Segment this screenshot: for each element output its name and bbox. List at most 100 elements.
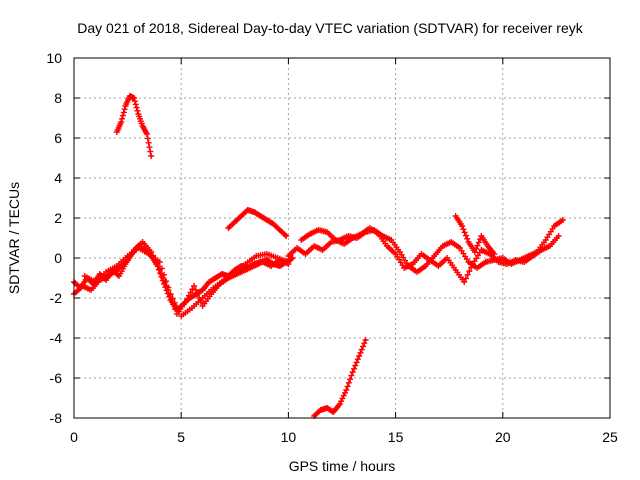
data-point-fill: [351, 365, 358, 372]
data-point-fill: [161, 271, 168, 278]
data-point-fill: [473, 245, 480, 252]
data-point-fill: [361, 340, 368, 347]
data-point-fill: [353, 359, 360, 366]
data-point-fill: [474, 242, 481, 249]
data-point-fill: [342, 389, 349, 396]
data-point-fill: [168, 296, 175, 303]
y-tick-label: -2: [50, 290, 63, 306]
data-point-fill: [347, 376, 354, 383]
plot-frame: [73, 57, 611, 419]
data-point-fill: [184, 295, 191, 302]
data-point: [336, 401, 343, 407]
data-point-fill: [173, 304, 180, 311]
y-tick-label: 0: [54, 250, 62, 266]
series-trace-i: [311, 337, 369, 419]
y-tick-label: 2: [54, 210, 62, 226]
data-point-fill: [338, 398, 345, 405]
chart-title: Day 021 of 2018, Sidereal Day-to-day VTE…: [77, 20, 583, 36]
data-point-fill: [464, 271, 471, 278]
data-point-fill: [119, 112, 126, 119]
y-axis-label: SDTVAR / TECUs: [6, 182, 22, 294]
data-point-fill: [158, 265, 165, 272]
data-point: [362, 337, 369, 343]
data-point-fill: [288, 255, 295, 262]
data-point-fill: [462, 232, 469, 239]
y-tick-label: 4: [54, 170, 62, 186]
data-point-fill: [348, 372, 355, 379]
x-tick-label: 15: [388, 429, 404, 445]
data-point-fill: [468, 264, 475, 271]
data-point: [289, 255, 296, 261]
data-point-fill: [132, 101, 139, 108]
data-point-fill: [462, 275, 469, 282]
x-tick-label: 20: [495, 429, 511, 445]
data-point-fill: [352, 362, 359, 369]
data-point-fill: [119, 115, 126, 122]
y-tick-label: 6: [54, 130, 62, 146]
data-point-fill: [344, 383, 351, 390]
y-tick-label: -6: [50, 370, 63, 386]
data-point-fill: [120, 109, 127, 116]
data-point-fill: [131, 98, 138, 105]
y-tick-label: 10: [46, 50, 62, 66]
data-point-fill: [466, 268, 473, 275]
data-point: [559, 217, 566, 223]
data-point-fill: [354, 356, 361, 363]
data-point-fill: [133, 104, 140, 111]
data-point-fill: [192, 287, 199, 293]
data-point-fill: [360, 343, 367, 350]
data-point: [167, 291, 174, 297]
data-point: [118, 119, 125, 125]
data-point-fill: [160, 275, 167, 281]
data-point: [471, 249, 478, 255]
data-point-fill: [134, 107, 141, 114]
axis-ticks: 0 5 10 15 20 25 -8 -6 -4 -2 0 2 4 6 8 10: [46, 50, 618, 445]
data-point-fill: [165, 284, 172, 291]
data-point: [459, 223, 466, 229]
data-point-fill: [169, 295, 176, 302]
data-point-fill: [340, 392, 347, 399]
data-point: [191, 283, 198, 289]
data-point-fill: [281, 231, 288, 238]
series-trace-c: [81, 245, 292, 319]
data-point-fill: [187, 289, 194, 296]
data-point: [356, 353, 363, 359]
data-point-fill: [189, 286, 196, 293]
x-tick-label: 0: [70, 429, 78, 445]
data-point: [148, 153, 155, 159]
data-point: [156, 259, 163, 265]
data-point-fill: [145, 139, 152, 146]
data-point-fill: [194, 291, 201, 297]
data-point-fill: [460, 226, 467, 233]
y-tick-label: -8: [50, 410, 63, 426]
data-point: [555, 233, 562, 239]
data-point: [491, 251, 498, 257]
data-point-fill: [339, 395, 346, 402]
data-point-fill: [155, 263, 162, 270]
data-point-fill: [185, 292, 192, 299]
series-trace-e: [225, 207, 290, 239]
data-point-fill: [345, 379, 352, 386]
series-trace-g: [298, 225, 562, 285]
data-point-fill: [464, 235, 471, 242]
data-point: [461, 279, 468, 285]
data-point: [143, 131, 150, 137]
data-point: [285, 259, 292, 265]
data-point: [182, 299, 189, 305]
x-tick-label: 10: [281, 429, 297, 445]
data-point-fill: [475, 239, 482, 246]
data-point: [131, 95, 138, 101]
y-tick-label: 8: [54, 90, 62, 106]
data-point-fill: [171, 299, 178, 306]
y-tick-label: -4: [50, 330, 63, 346]
data-point-fill: [161, 279, 168, 285]
data-point-fill: [146, 144, 153, 151]
data-point-fill: [163, 278, 170, 285]
series-trace-h: [452, 213, 498, 257]
data-point-fill: [121, 106, 128, 113]
data-point: [343, 387, 350, 393]
data-points: [71, 93, 566, 419]
series-trace-f: [285, 217, 566, 275]
x-tick-label: 5: [177, 429, 185, 445]
data-point-fill: [358, 346, 365, 353]
